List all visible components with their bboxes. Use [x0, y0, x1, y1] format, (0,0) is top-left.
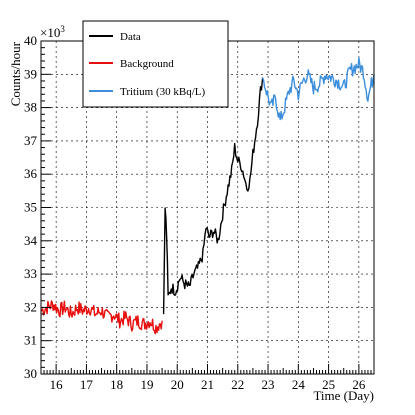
- x-axis-title: Time (Day): [313, 388, 374, 403]
- y-tick-label: 37: [24, 133, 38, 148]
- y-tick-label: 34: [24, 233, 38, 248]
- x-tick-label: 24: [292, 377, 306, 392]
- series-line-data: [162, 77, 264, 315]
- y-tick-label: 31: [24, 333, 37, 348]
- x-tick-label: 22: [231, 377, 244, 392]
- x-tick-label: 23: [262, 377, 275, 392]
- y-tick-label: 40: [24, 33, 37, 48]
- x-tick-label: 16: [50, 377, 64, 392]
- x-tick-label: 18: [110, 377, 123, 392]
- series-line-tritium: [261, 57, 375, 121]
- y-tick-label: 35: [24, 200, 37, 215]
- y-tick-label: 39: [24, 66, 37, 81]
- axes: 16 17 18 19 20 21 22 23 24 25 26 30 31 32 33 34 35 36 37 38…: [24, 33, 375, 392]
- y-tick-label: 30: [24, 366, 37, 381]
- x-tick-label: 21: [201, 377, 214, 392]
- series-layer: [40, 57, 375, 335]
- y-tick-label: 33: [24, 266, 37, 281]
- legend-label-tritium: Tritium (30 kBq/L): [120, 86, 205, 98]
- y-tick-label: 36: [24, 166, 38, 181]
- x-tick-label: 19: [140, 377, 153, 392]
- legend-label-background: Background: [120, 58, 174, 70]
- x-tick-label: 26: [352, 377, 366, 392]
- legend: Data Background Tritium (30 kBq/L): [82, 20, 229, 108]
- y-tick-label: 32: [24, 299, 37, 314]
- x-tick-label: 25: [322, 377, 335, 392]
- x-tick-label: 17: [80, 377, 94, 392]
- y-multiplier: ×103: [40, 24, 65, 40]
- series-line-background: [40, 300, 163, 335]
- legend-label-data: Data: [120, 31, 141, 43]
- y-axis-title: Counts/hour: [8, 41, 23, 106]
- x-tick-label: 20: [171, 377, 184, 392]
- y-tick-label: 38: [24, 100, 37, 115]
